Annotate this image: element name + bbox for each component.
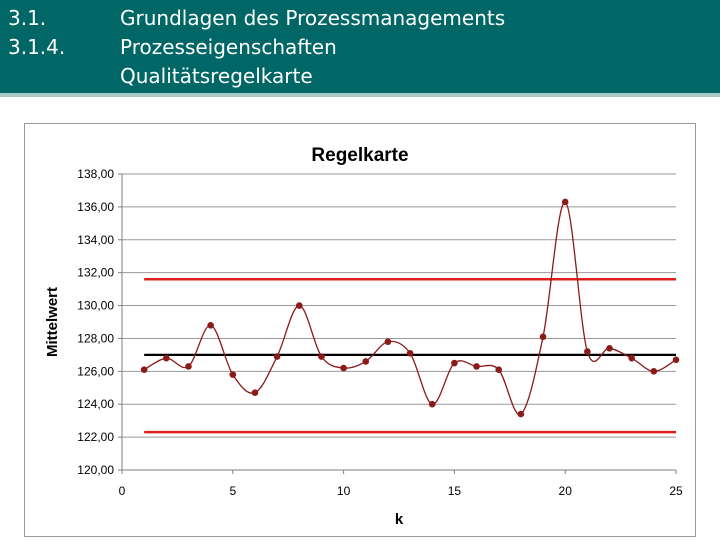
data-point <box>451 359 458 367</box>
data-point <box>140 366 148 373</box>
y-tick-label: 126,00 <box>77 364 114 378</box>
section-title: Grundlagen des Prozessmanagements <box>120 6 506 30</box>
x-tick-label: 20 <box>559 484 573 498</box>
data-point <box>185 363 192 370</box>
chart-title: Regelkarte <box>311 145 408 166</box>
series-mittelwert <box>140 198 680 418</box>
series-line <box>143 201 677 415</box>
x-axis-label: k <box>395 511 404 528</box>
data-point <box>384 338 392 346</box>
y-tick-label: 130,00 <box>77 299 114 313</box>
section-number: 3.1. <box>8 6 47 30</box>
data-point <box>273 353 281 360</box>
y-axis-label: Mittelwert <box>44 287 61 357</box>
x-tick-label: 15 <box>448 484 462 498</box>
data-point <box>561 198 569 206</box>
data-point <box>495 366 503 373</box>
y-tick-label: 134,00 <box>77 233 114 247</box>
subsection-number: 3.1.4. <box>8 35 66 59</box>
y-tick-label: 124,00 <box>77 397 114 411</box>
slide-title: Qualitätsregelkarte <box>120 64 313 88</box>
y-tick-label: 122,00 <box>77 430 114 444</box>
data-point <box>672 356 680 364</box>
data-point <box>229 371 237 378</box>
y-tick-label: 128,00 <box>77 331 114 345</box>
y-tick-label: 120,00 <box>77 463 114 477</box>
data-point <box>207 321 214 329</box>
x-tick-label: 25 <box>669 484 683 498</box>
grid-lines <box>118 173 677 474</box>
subsection-title: Prozesseigenschaften <box>120 35 337 59</box>
data-point <box>517 410 525 418</box>
header-divider <box>0 93 720 97</box>
x-tick-labels: 0 5 10 15 20 25 <box>119 484 683 498</box>
data-point <box>428 400 436 408</box>
y-tick-label: 138,00 <box>77 167 114 181</box>
data-point <box>295 302 303 309</box>
data-point <box>340 364 347 372</box>
x-tick-label: 5 <box>229 484 236 498</box>
data-point <box>251 389 259 397</box>
x-tick-label: 0 <box>119 484 126 498</box>
data-point <box>362 358 370 365</box>
data-point <box>650 368 658 375</box>
data-point <box>406 349 414 357</box>
y-tick-labels: 120,00 122,00 124,00 126,00 128,00 130,00 132,… <box>77 167 114 477</box>
data-point <box>318 353 325 360</box>
y-tick-label: 132,00 <box>77 266 114 280</box>
data-point <box>606 345 613 352</box>
x-tick-label: 10 <box>337 484 351 498</box>
y-tick-label: 136,00 <box>77 200 114 214</box>
data-point <box>163 354 170 362</box>
data-point <box>539 333 547 341</box>
slide-header: 3.1. 3.1.4. Grundlagen des Prozessmanage… <box>0 0 720 93</box>
data-point <box>584 348 591 355</box>
data-point <box>628 354 635 362</box>
data-point <box>473 363 480 370</box>
